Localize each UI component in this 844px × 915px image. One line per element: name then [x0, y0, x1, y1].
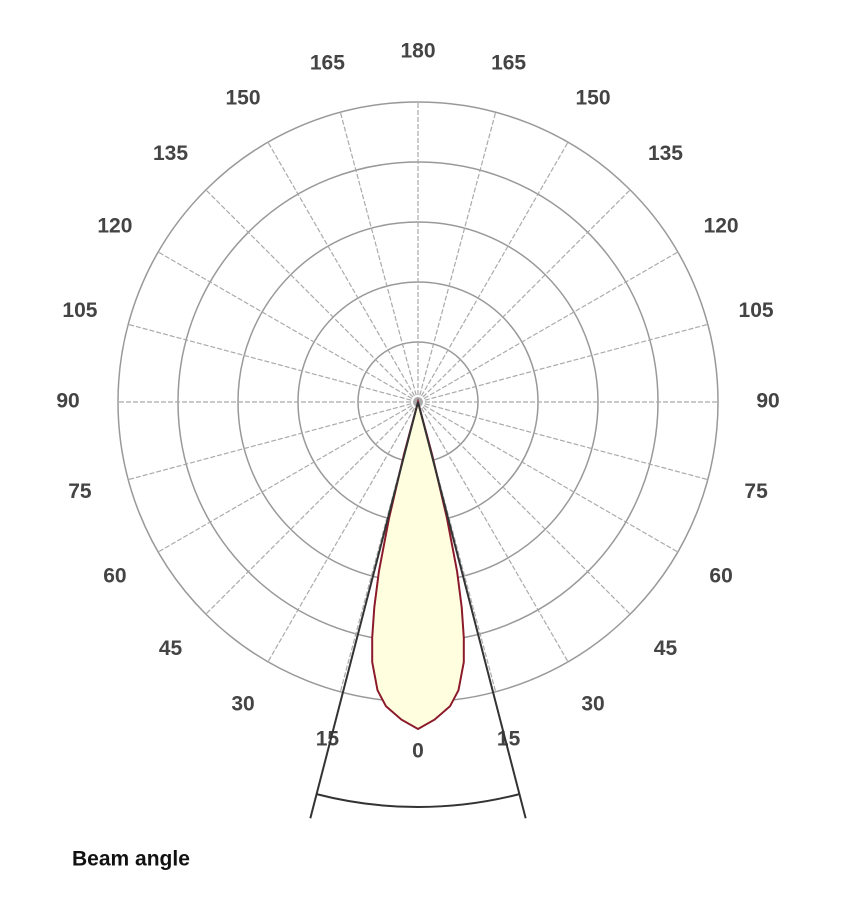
theta-tick-label: 30: [231, 693, 254, 716]
spoke: [128, 401, 419, 481]
theta-tick-label: 165: [310, 51, 345, 74]
theta-tick-label: 120: [704, 215, 739, 238]
theta-tick-label: 45: [159, 637, 183, 660]
theta-tick-label: 105: [739, 299, 774, 322]
beam-arc: [316, 793, 520, 808]
theta-tick-label: 15: [497, 728, 521, 751]
spoke: [267, 401, 419, 663]
spoke: [417, 251, 679, 403]
theta-tick-label: 150: [225, 86, 260, 109]
theta-tick-label: 135: [648, 142, 683, 165]
theta-tick-label: 75: [744, 480, 768, 503]
spoke: [339, 112, 419, 403]
theta-tick-label: 135: [153, 142, 188, 165]
spoke: [205, 401, 419, 615]
theta-tick-label: 15: [316, 728, 340, 751]
theta-tick-label: 45: [654, 637, 678, 660]
theta-tick-label: 120: [97, 215, 132, 238]
spoke: [267, 141, 419, 403]
spoke: [417, 189, 631, 403]
theta-tick-label: 75: [68, 480, 92, 503]
spoke: [417, 401, 569, 663]
theta-tick-label: 30: [581, 693, 604, 716]
theta-tick-label: 105: [62, 299, 97, 322]
theta-tick-label: 90: [756, 390, 779, 413]
spoke: [417, 141, 569, 403]
spoke: [417, 401, 631, 615]
spoke: [128, 323, 419, 403]
spoke: [417, 401, 679, 553]
theta-tick-label: 0: [412, 740, 424, 763]
spoke: [417, 323, 708, 403]
theta-tick-label: 150: [575, 86, 610, 109]
theta-tick-label: 180: [400, 40, 435, 63]
theta-tick-label: 60: [103, 565, 126, 588]
beam-line: [417, 401, 527, 819]
annotation: Beam angle: [72, 848, 190, 871]
spoke: [157, 401, 419, 553]
theta-tick-label: 60: [709, 565, 732, 588]
beam-line: [309, 401, 419, 819]
theta-tick-label: 90: [56, 390, 79, 413]
theta-tick-label: 165: [491, 51, 526, 74]
spoke: [205, 189, 419, 403]
spoke: [157, 251, 419, 403]
spoke: [417, 401, 708, 481]
spoke: [417, 112, 497, 403]
intensity-curve: [371, 398, 465, 731]
